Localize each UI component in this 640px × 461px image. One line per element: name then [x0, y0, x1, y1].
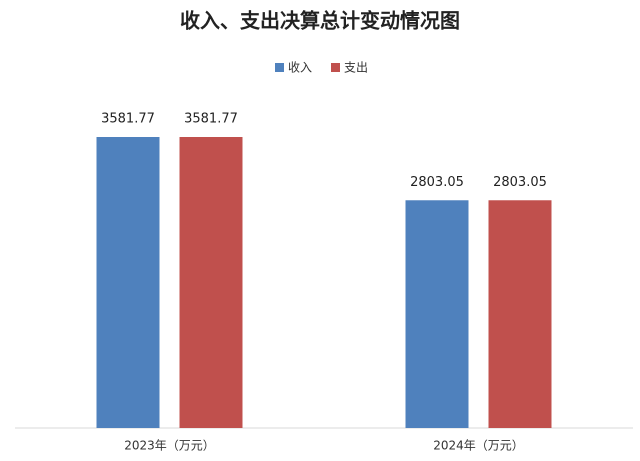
bar — [96, 137, 160, 428]
legend-label: 收入 — [288, 61, 312, 75]
legend-label: 支出 — [344, 61, 368, 75]
bar — [405, 200, 469, 428]
x-tick-label: 2024年（万元） — [433, 439, 524, 453]
x-tick-label: 2023年（万元） — [124, 439, 215, 453]
data-label: 3581.77 — [184, 112, 238, 127]
bar — [179, 137, 243, 428]
legend-swatch — [275, 63, 284, 72]
bar — [488, 200, 552, 428]
data-label: 2803.05 — [493, 175, 547, 190]
data-label: 3581.77 — [101, 112, 155, 127]
chart-title: 收入、支出决算总计变动情况图 — [180, 9, 460, 33]
data-label: 2803.05 — [410, 175, 464, 190]
legend-swatch — [331, 63, 340, 72]
